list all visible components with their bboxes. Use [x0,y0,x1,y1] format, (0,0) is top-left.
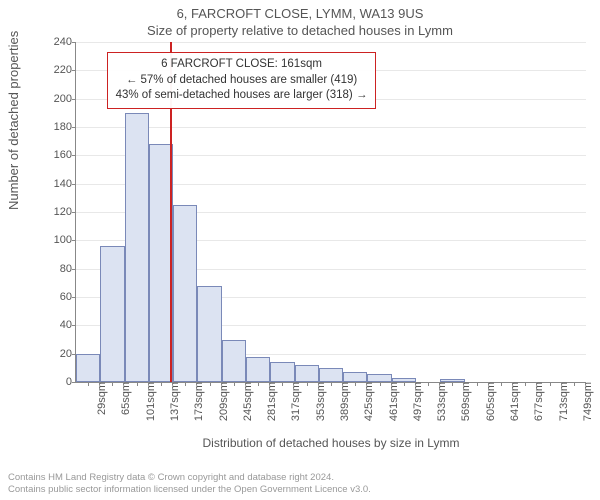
y-axis-label: Number of detached properties [6,31,21,210]
histogram-bar [125,113,149,382]
ytick-label: 240 [44,36,76,48]
xtick-mark [574,382,575,386]
ytick-label: 140 [44,178,76,190]
ytick-label: 100 [44,234,76,246]
xtick-label: 605sqm [481,382,497,421]
xtick-label: 497sqm [408,382,424,421]
xtick-mark [307,382,308,386]
xtick-mark [525,382,526,386]
histogram-bar [173,205,197,382]
xtick-mark [355,382,356,386]
chart-container: Distribution of detached houses by size … [45,42,585,422]
ytick-label: 160 [44,149,76,161]
xtick-mark [501,382,502,386]
footer-line-2: Contains public sector information licen… [8,484,371,496]
xtick-mark [88,382,89,386]
xtick-mark [550,382,551,386]
histogram-bar [270,362,294,382]
histogram-bar [367,374,391,383]
ytick-label: 200 [44,93,76,105]
xtick-label: 209sqm [214,382,230,421]
xtick-mark [210,382,211,386]
histogram-bar [222,340,246,383]
annotation-box: 6 FARCROFT CLOSE: 161sqm← 57% of detache… [107,52,377,109]
ytick-label: 60 [44,291,76,303]
histogram-bar [76,354,100,382]
ytick-label: 120 [44,206,76,218]
xtick-mark [404,382,405,386]
histogram-bar [295,365,319,382]
chart-title-address: 6, FARCROFT CLOSE, LYMM, WA13 9US [0,0,600,21]
histogram-bar [100,246,124,382]
xtick-label: 317sqm [286,382,302,421]
xtick-label: 173sqm [189,382,205,421]
xtick-label: 677sqm [529,382,545,421]
histogram-bar [197,286,221,382]
xtick-label: 749sqm [578,382,594,421]
histogram-bar [246,357,270,383]
xtick-label: 101sqm [141,382,157,421]
xtick-mark [380,382,381,386]
xtick-mark [258,382,259,386]
xtick-mark [112,382,113,386]
plot-area: Distribution of detached houses by size … [75,42,586,383]
xtick-label: 569sqm [456,382,472,421]
xtick-label: 65sqm [116,382,132,415]
xtick-label: 533sqm [432,382,448,421]
footer-attribution: Contains HM Land Registry data © Crown c… [8,472,371,496]
annotation-line: 6 FARCROFT CLOSE: 161sqm [116,57,368,73]
xtick-mark [477,382,478,386]
xtick-label: 245sqm [238,382,254,421]
x-axis-label: Distribution of detached houses by size … [76,436,586,450]
ytick-label: 0 [44,376,76,388]
ytick-label: 80 [44,263,76,275]
xtick-mark [234,382,235,386]
xtick-mark [185,382,186,386]
xtick-mark [452,382,453,386]
xtick-mark [137,382,138,386]
xtick-mark [428,382,429,386]
histogram-bar [343,372,367,382]
ytick-label: 20 [44,348,76,360]
histogram-bar [319,368,343,382]
annotation-line: 43% of semi-detached houses are larger (… [116,88,368,104]
xtick-label: 461sqm [384,382,400,421]
gridline [76,127,586,128]
xtick-label: 137sqm [165,382,181,421]
ytick-label: 220 [44,64,76,76]
ytick-label: 40 [44,319,76,331]
xtick-label: 425sqm [359,382,375,421]
xtick-label: 641sqm [505,382,521,421]
xtick-label: 29sqm [92,382,108,415]
ytick-label: 180 [44,121,76,133]
xtick-label: 389sqm [335,382,351,421]
footer-line-1: Contains HM Land Registry data © Crown c… [8,472,371,484]
xtick-label: 353sqm [311,382,327,421]
chart-title-desc: Size of property relative to detached ho… [0,21,600,38]
xtick-label: 281sqm [262,382,278,421]
xtick-label: 713sqm [554,382,570,421]
gridline [76,42,586,43]
xtick-mark [161,382,162,386]
annotation-line: ← 57% of detached houses are smaller (41… [116,73,368,89]
xtick-mark [282,382,283,386]
xtick-mark [331,382,332,386]
